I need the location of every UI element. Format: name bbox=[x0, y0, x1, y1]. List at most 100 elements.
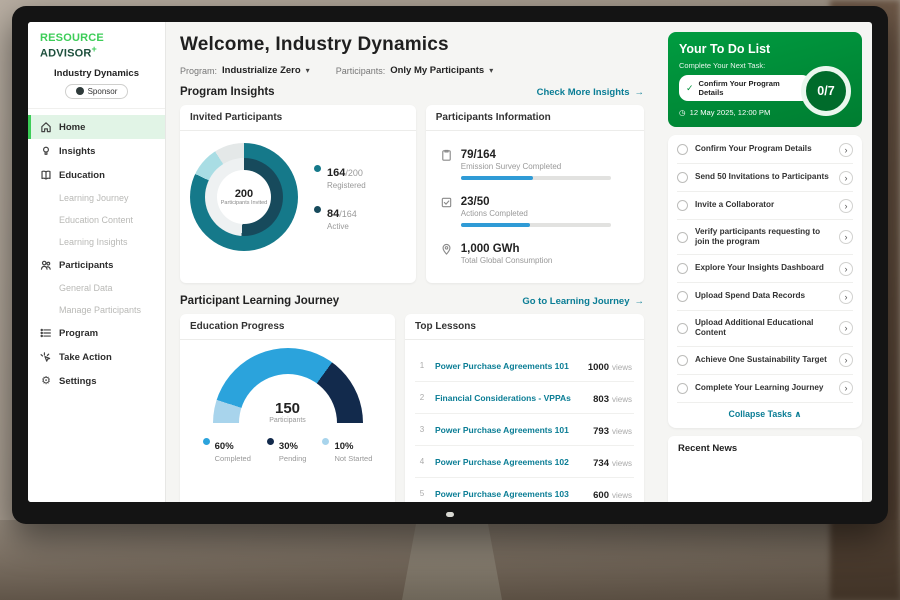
chevron-right-icon[interactable]: › bbox=[839, 290, 853, 304]
go-to-learning-journey-link[interactable]: Go to Learning Journey → bbox=[522, 296, 644, 307]
card-title: Invited Participants bbox=[180, 105, 416, 131]
logo-text-primary: RESOURCE bbox=[40, 32, 104, 44]
survey-icon bbox=[440, 149, 453, 167]
task-row-explore-insights[interactable]: Explore Your Insights Dashboard › bbox=[677, 255, 853, 283]
legend-denominator: /200 bbox=[345, 168, 363, 178]
sidebar-item-settings[interactable]: ⚙ Settings bbox=[28, 369, 165, 393]
task-row-complete-learning-journey[interactable]: Complete Your Learning Journey › bbox=[677, 375, 853, 403]
sidebar-item-take-action[interactable]: Take Action bbox=[28, 345, 165, 369]
task-checkbox[interactable] bbox=[677, 172, 688, 183]
sidebar-item-general-data[interactable]: General Data bbox=[28, 277, 165, 299]
chevron-right-icon[interactable]: › bbox=[839, 381, 853, 395]
participants-filter: Participants: Only My Participants ▾ bbox=[336, 65, 494, 76]
logo-text-secondary: ADVISOR bbox=[40, 48, 92, 60]
link-label: Go to Learning Journey bbox=[522, 296, 629, 307]
recent-news-title: Recent News bbox=[678, 443, 737, 454]
chevron-right-icon[interactable]: › bbox=[839, 262, 853, 276]
task-checkbox[interactable] bbox=[677, 355, 688, 366]
section-title: Participant Learning Journey bbox=[180, 295, 339, 307]
sidebar-item-label: Learning Journey bbox=[59, 193, 129, 203]
task-checkbox[interactable] bbox=[677, 323, 688, 334]
education-card-body: 150 Participants 60% Completed bbox=[180, 340, 395, 467]
chevron-down-icon[interactable]: ▾ bbox=[489, 66, 493, 75]
participants-information-card: Participants Information 79/164 Emission… bbox=[426, 105, 644, 283]
legend-dot bbox=[267, 438, 274, 445]
stat-value: 1,000 GWh bbox=[461, 243, 553, 255]
lesson-row: 2 Financial Considerations - VPPAs 803vi… bbox=[415, 382, 634, 414]
education-progress-card: Education Progress 150 Participants bbox=[180, 314, 395, 502]
education-gauge-chart: 150 Participants bbox=[213, 348, 363, 424]
location-pin-icon bbox=[440, 243, 453, 261]
task-checkbox[interactable] bbox=[677, 144, 688, 155]
sidebar-item-insights[interactable]: Insights bbox=[28, 139, 165, 163]
task-checkbox[interactable] bbox=[677, 200, 688, 211]
sidebar-item-learning-journey[interactable]: Learning Journey bbox=[28, 187, 165, 209]
monitor-bezel: RESOURCE ADVISOR+ Industry Dynamics Spon… bbox=[12, 6, 888, 524]
task-row-achieve-target[interactable]: Achieve One Sustainability Target › bbox=[677, 347, 853, 375]
legend-value: 164 bbox=[327, 167, 345, 179]
lesson-link[interactable]: Financial Considerations - VPPAs bbox=[435, 393, 585, 403]
sidebar-item-learning-insights[interactable]: Learning Insights bbox=[28, 231, 165, 253]
legend-value: 10% bbox=[334, 441, 353, 452]
task-checkbox[interactable] bbox=[677, 263, 688, 274]
lesson-rank: 4 bbox=[417, 457, 427, 466]
lesson-link[interactable]: Power Purchase Agreements 103 bbox=[435, 489, 585, 499]
lesson-link[interactable]: Power Purchase Agreements 101 bbox=[435, 361, 580, 371]
chevron-right-icon[interactable]: › bbox=[839, 230, 853, 244]
lesson-views-label: views bbox=[612, 363, 632, 372]
task-checkbox[interactable] bbox=[677, 383, 688, 394]
stat-label: Emission Survey Completed bbox=[461, 162, 611, 171]
chevron-right-icon[interactable]: › bbox=[839, 321, 853, 335]
sidebar-item-education[interactable]: Education bbox=[28, 163, 165, 187]
legend-item-active: 84/164 Active bbox=[314, 204, 366, 231]
sidebar-item-education-content[interactable]: Education Content bbox=[28, 209, 165, 231]
task-list-card: Confirm Your Program Details › Send 50 I… bbox=[668, 135, 862, 428]
monitor-stand bbox=[402, 524, 502, 600]
program-filter-value[interactable]: Industrialize Zero bbox=[222, 65, 301, 76]
lesson-row: 1 Power Purchase Agreements 101 1000view… bbox=[415, 350, 634, 382]
task-checkbox[interactable] bbox=[677, 232, 688, 243]
chevron-down-icon[interactable]: ▾ bbox=[306, 66, 310, 75]
sidebar-item-manage-participants[interactable]: Manage Participants bbox=[28, 299, 165, 321]
task-row-verify-participants[interactable]: Verify participants requesting to join t… bbox=[677, 220, 853, 255]
invited-donut-chart: 200 Participants Invited bbox=[190, 143, 298, 251]
legend-item-completed: 60% Completed bbox=[203, 436, 251, 463]
task-row-confirm-program[interactable]: Confirm Your Program Details › bbox=[677, 136, 853, 164]
sidebar-item-program[interactable]: Program bbox=[28, 321, 165, 345]
task-row-send-invitations[interactable]: Send 50 Invitations to Participants › bbox=[677, 164, 853, 192]
legend-label: Pending bbox=[279, 454, 307, 463]
invited-donut-center: 200 Participants Invited bbox=[217, 170, 271, 224]
legend-item-pending: 30% Pending bbox=[267, 436, 307, 463]
next-task-pill[interactable]: ✓ Confirm Your Program Details bbox=[679, 75, 811, 101]
check-more-insights-link[interactable]: Check More Insights → bbox=[537, 87, 644, 98]
due-date: 12 May 2025, 12:00 PM bbox=[690, 108, 771, 117]
legend-label: Registered bbox=[327, 181, 366, 190]
lesson-link[interactable]: Power Purchase Agreements 101 bbox=[435, 425, 585, 435]
sidebar-item-label: Education bbox=[59, 170, 105, 181]
sponsor-badge-label: Sponsor bbox=[88, 87, 118, 96]
sponsor-badge-icon bbox=[76, 87, 84, 95]
gauge-center-label: Participants bbox=[213, 417, 363, 424]
sidebar: RESOURCE ADVISOR+ Industry Dynamics Spon… bbox=[28, 22, 166, 502]
list-icon bbox=[40, 327, 52, 339]
task-row-upload-spend-data[interactable]: Upload Spend Data Records › bbox=[677, 283, 853, 311]
chevron-right-icon[interactable]: › bbox=[839, 199, 853, 213]
task-row-invite-collaborator[interactable]: Invite a Collaborator › bbox=[677, 192, 853, 220]
task-row-upload-educational-content[interactable]: Upload Additional Educational Content › bbox=[677, 311, 853, 346]
task-checkbox[interactable] bbox=[677, 291, 688, 302]
learning-cards-row: Education Progress 150 Participants bbox=[180, 314, 644, 502]
sidebar-item-home[interactable]: Home bbox=[28, 115, 165, 139]
program-insights-header: Program Insights Check More Insights → bbox=[180, 86, 644, 98]
lesson-views: 803 bbox=[593, 394, 609, 405]
sponsor-badge[interactable]: Sponsor bbox=[65, 84, 129, 99]
collapse-tasks-link[interactable]: Collapse Tasks ∧ bbox=[677, 403, 853, 424]
participants-filter-value[interactable]: Only My Participants bbox=[390, 65, 484, 76]
legend-label: Not Started bbox=[334, 454, 372, 463]
todo-progress-ring: 0/7 bbox=[801, 66, 851, 116]
legend-denominator: /164 bbox=[339, 209, 357, 219]
chevron-right-icon[interactable]: › bbox=[839, 353, 853, 367]
sidebar-item-participants[interactable]: Participants bbox=[28, 253, 165, 277]
chevron-right-icon[interactable]: › bbox=[839, 171, 853, 185]
lesson-link[interactable]: Power Purchase Agreements 102 bbox=[435, 457, 585, 467]
chevron-right-icon[interactable]: › bbox=[839, 143, 853, 157]
